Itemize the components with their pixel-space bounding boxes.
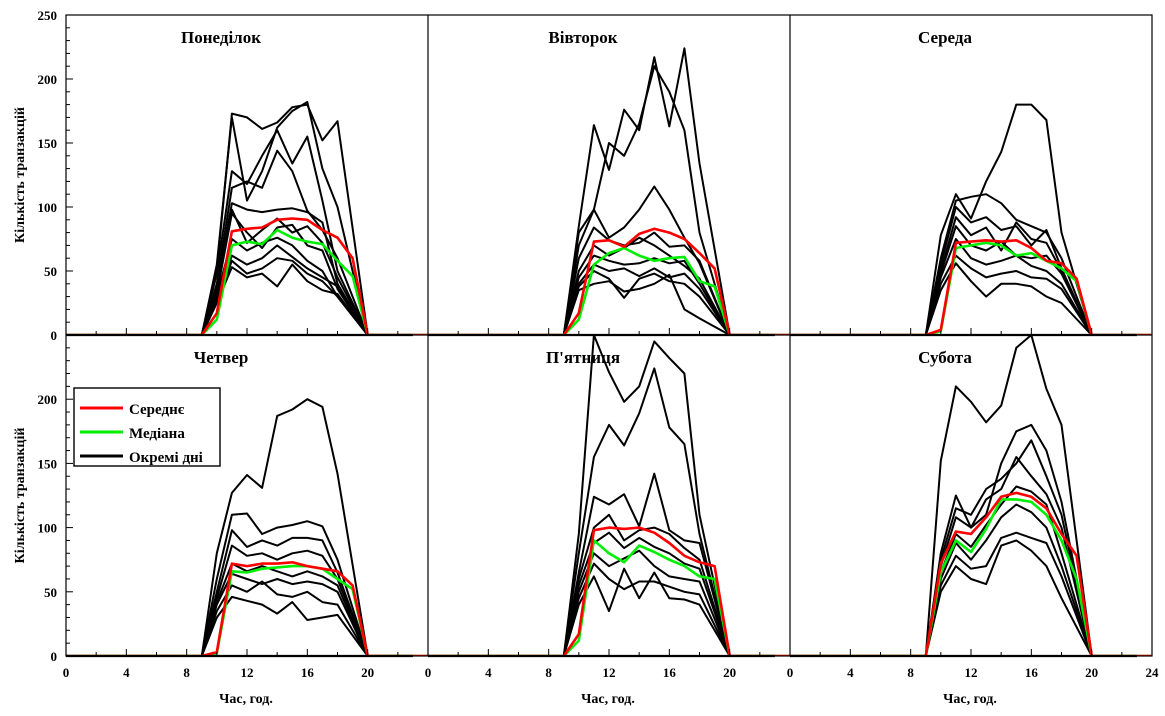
x-tick-label: 8 <box>183 665 190 680</box>
panel-title: Субота <box>918 348 972 367</box>
individual-day-line <box>66 103 413 335</box>
individual-day-line <box>428 47 775 335</box>
individual-day-line <box>428 567 775 656</box>
x-tick-label: 20 <box>1085 665 1098 680</box>
individual-day-line <box>66 208 413 335</box>
individual-day-line <box>428 254 775 335</box>
individual-day-line <box>790 423 1137 656</box>
x-tick-label: 20 <box>361 665 374 680</box>
y-tick-label: 50 <box>44 264 57 279</box>
y-tick-label: 250 <box>38 8 58 23</box>
x-tick-label: 16 <box>663 665 677 680</box>
individual-day-line <box>66 244 413 335</box>
mean-line <box>428 526 790 656</box>
y-tick-label: 100 <box>38 521 58 536</box>
individual-day-line <box>66 512 413 656</box>
individual-day-line <box>790 262 1137 335</box>
median-line <box>428 539 790 656</box>
y-tick-label: 100 <box>38 200 58 215</box>
y-axis-title: Кількість транзакцій <box>13 107 28 243</box>
y-tick-label: 200 <box>38 72 58 87</box>
panel-title: Понеділок <box>181 28 261 47</box>
individual-day-line <box>428 270 775 335</box>
individual-day-line <box>66 595 413 656</box>
individual-day-line <box>66 398 413 656</box>
x-tick-label: 4 <box>847 665 854 680</box>
individual-day-line <box>790 439 1137 656</box>
y-tick-label: 150 <box>38 136 58 151</box>
individual-day-line <box>428 562 775 656</box>
x-tick-label: 16 <box>1025 665 1039 680</box>
x-axis-title: Час, год. <box>943 692 997 707</box>
individual-day-line <box>428 226 775 335</box>
individual-day-line <box>790 254 1137 335</box>
y-axis-title: Кількість транзакцій <box>13 428 28 564</box>
individual-day-line <box>66 544 413 656</box>
x-tick-label: 0 <box>787 665 794 680</box>
x-tick-label: 24 <box>1146 665 1160 680</box>
x-tick-label: 4 <box>485 665 492 680</box>
y-tick-label: 0 <box>51 328 58 343</box>
median-line <box>790 241 1152 335</box>
mean-line <box>66 217 428 335</box>
x-tick-label: 4 <box>123 665 130 680</box>
individual-day-line <box>428 513 775 656</box>
x-tick-label: 0 <box>63 665 70 680</box>
individual-day-line <box>66 263 413 335</box>
x-axis-title: Час, год. <box>219 692 273 707</box>
individual-day-line <box>790 238 1137 335</box>
panel-title: Середа <box>918 28 972 47</box>
x-axis-title: Час, год. <box>581 692 635 707</box>
median-line <box>66 228 428 335</box>
individual-day-line <box>428 472 775 656</box>
legend-label: Медіана <box>129 426 185 442</box>
individual-day-line <box>428 367 775 656</box>
individual-day-line <box>428 273 775 335</box>
x-tick-label: 0 <box>425 665 432 680</box>
individual-day-line <box>66 257 413 335</box>
median-line <box>428 246 790 335</box>
median-line <box>66 564 428 656</box>
mean-line <box>66 561 428 656</box>
x-tick-label: 12 <box>965 665 978 680</box>
y-tick-label: 150 <box>38 456 58 471</box>
y-tick-label: 50 <box>44 585 57 600</box>
panel-title: Четвер <box>194 348 249 367</box>
x-tick-label: 8 <box>907 665 914 680</box>
x-tick-label: 16 <box>301 665 315 680</box>
x-tick-label: 12 <box>603 665 616 680</box>
panel-title: П'ятниця <box>546 348 620 367</box>
median-line <box>790 498 1152 656</box>
y-tick-label: 0 <box>51 649 58 664</box>
panel-title: Вівторок <box>548 28 617 47</box>
legend-box <box>73 387 221 467</box>
individual-day-line <box>790 531 1137 656</box>
individual-day-line <box>428 335 775 656</box>
individual-day-line <box>66 529 413 656</box>
individual-day-line <box>790 335 1137 656</box>
individual-day-line <box>66 149 413 335</box>
individual-day-line <box>790 503 1137 656</box>
legend-label: Середнє <box>129 402 185 418</box>
individual-day-line <box>66 129 413 335</box>
mean-line <box>428 227 790 335</box>
mean-line <box>790 239 1152 335</box>
individual-day-line <box>790 225 1137 335</box>
legend-label: Окремі дні <box>129 450 203 466</box>
x-tick-label: 12 <box>241 665 254 680</box>
x-tick-label: 20 <box>723 665 736 680</box>
x-tick-label: 8 <box>545 665 552 680</box>
mean-line <box>790 491 1152 656</box>
individual-day-line <box>428 549 775 656</box>
individual-day-line <box>790 103 1137 335</box>
individual-day-line <box>790 193 1137 335</box>
individual-day-line <box>428 236 775 335</box>
y-tick-label: 200 <box>38 392 58 407</box>
individual-day-line <box>790 539 1137 656</box>
individual-day-line <box>790 456 1137 656</box>
individual-day-line <box>66 580 413 656</box>
